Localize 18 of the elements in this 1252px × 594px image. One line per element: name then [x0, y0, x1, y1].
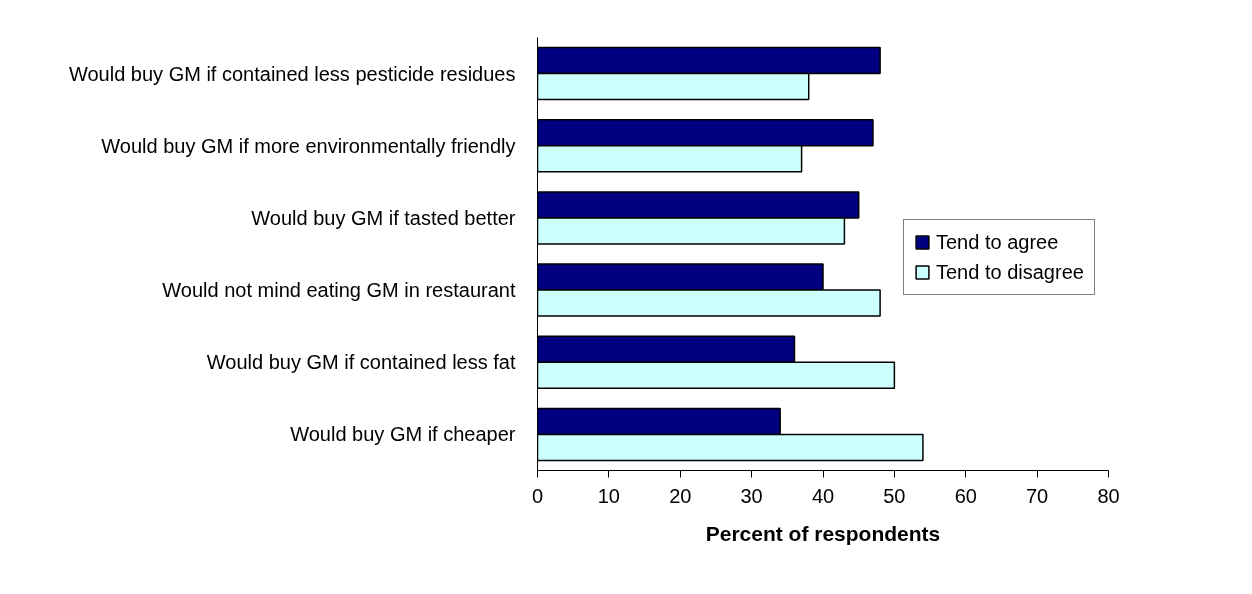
- x-tick-label: 20: [669, 484, 692, 507]
- x-tick-label: 50: [883, 484, 906, 507]
- y-tick-label: Would buy GM if more environmentally friendly: [101, 134, 516, 157]
- x-tick-label: 60: [954, 484, 977, 507]
- legend-label: Tend to agree: [936, 230, 1059, 254]
- y-tick-label: Would not mind eating GM in restaurant: [162, 279, 516, 302]
- y-tick-label: Would buy GM if tasted better: [251, 206, 516, 229]
- x-axis-title: Percent of respondents: [705, 521, 941, 545]
- legend-label: Tend to disagree: [936, 260, 1084, 284]
- x-tick-label: 80: [1097, 484, 1120, 507]
- x-tick-label: 40: [811, 484, 835, 507]
- x-tick-label: 0: [531, 484, 544, 507]
- x-tick-label: 70: [1026, 484, 1049, 507]
- y-tick-label: Would buy GM if contained less fat: [206, 351, 516, 374]
- y-tick-label: Would buy GM if contained less pesticide residues: [68, 62, 516, 85]
- y-tick-label: Would buy GM if cheaper: [290, 423, 516, 446]
- x-tick-label: 10: [597, 484, 620, 507]
- x-tick-label: 30: [740, 484, 763, 507]
